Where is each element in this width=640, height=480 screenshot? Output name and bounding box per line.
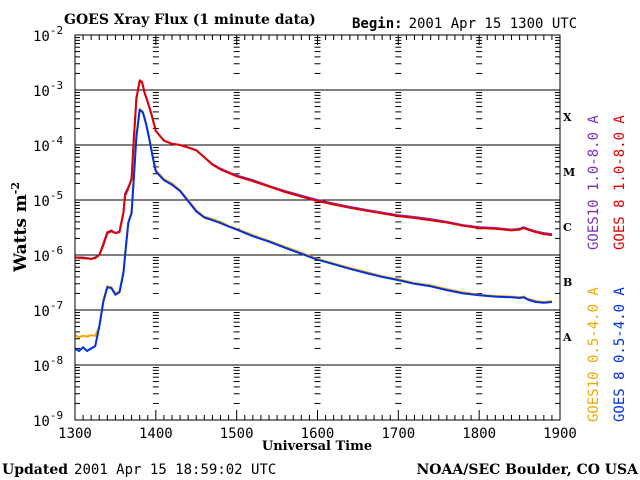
series-line-goes10-long	[75, 80, 553, 260]
y-tick-label: 10-9	[33, 409, 63, 430]
y-tick-label: 10-3	[33, 79, 63, 100]
series-lines	[74, 79, 553, 352]
series-line-goes8-long	[74, 79, 553, 260]
y-tick-base: 10	[33, 84, 50, 100]
y-tick-base: 10	[33, 359, 50, 375]
y-tick-label: 10-4	[33, 134, 63, 155]
y-tick-labels: 10-210-310-410-510-610-710-810-9	[33, 24, 63, 430]
legend-goes10-long: GOES10 1.0-8.0 A	[586, 115, 602, 250]
y-axis-label-sup: -2	[9, 182, 22, 194]
x-tick-label: 1400	[139, 426, 173, 442]
y-tick-exp: -2	[50, 24, 63, 37]
legend-goes10-short: GOES10 0.5-4.0 A	[586, 287, 602, 422]
flare-class-labels: X M C B A	[562, 111, 575, 344]
updated-value: 2001 Apr 15 18:59:02 UTC	[74, 462, 276, 478]
y-tick-exp: -5	[50, 189, 63, 202]
x-tick-label: 1300	[58, 426, 92, 442]
y-tick-label: 10-6	[33, 244, 63, 265]
x-tick-label: 1800	[462, 426, 496, 442]
x-tick-labels: 1300 1400 1500 1600 1700 1800 1900	[58, 426, 577, 442]
y-tick-exp: -3	[50, 79, 63, 92]
y-tick-base: 10	[33, 249, 50, 265]
y-axis-label: Watts m-2	[9, 182, 31, 273]
legend-goes8-short: GOES 8 0.5-4.0 A	[612, 287, 628, 422]
y-tick-label: 10-5	[33, 189, 63, 210]
x-tick-label: 1500	[220, 426, 254, 442]
y-tick-base: 10	[33, 139, 50, 155]
y-tick-base: 10	[33, 29, 50, 45]
legend-goes8-long: GOES 8 1.0-8.0 A	[612, 115, 628, 250]
chart-title: GOES Xray Flux (1 minute data)	[64, 12, 316, 28]
grid-lines	[75, 34, 560, 421]
y-tick-exp: -8	[50, 354, 63, 367]
y-tick-base: 10	[33, 414, 50, 430]
flare-class-m: M	[563, 166, 575, 179]
series-line-goes10-short	[74, 108, 553, 339]
flare-class-a: A	[562, 331, 572, 344]
y-axis-label-text: Watts m	[11, 194, 31, 273]
flare-class-b: B	[563, 276, 572, 289]
begin-value: 2001 Apr 15 1300 UTC	[409, 16, 578, 32]
y-tick-base: 10	[33, 194, 50, 210]
x-tick-label: 1900	[543, 426, 577, 442]
y-tick-exp: -9	[50, 409, 63, 422]
y-tick-exp: -7	[50, 299, 63, 312]
series-line-goes8-short	[74, 108, 552, 352]
y-tick-base: 10	[33, 304, 50, 320]
flare-class-x: X	[563, 111, 572, 124]
updated-label: Updated	[2, 462, 68, 478]
y-tick-exp: -6	[50, 244, 63, 257]
plot-frame	[74, 34, 561, 421]
y-tick-label: 10-7	[33, 299, 63, 320]
x-tick-label: 1600	[301, 426, 335, 442]
x-tick-label: 1700	[381, 426, 415, 442]
y-tick-exp: -4	[50, 134, 64, 147]
updated-line: Updated 2001 Apr 15 18:59:02 UTC	[2, 462, 276, 478]
y-tick-label: 10-2	[33, 24, 63, 45]
begin-line: Begin: 2001 Apr 15 1300 UTC	[352, 16, 577, 32]
begin-label: Begin:	[352, 16, 403, 32]
y-tick-label: 10-8	[33, 354, 63, 375]
x-axis-label: Universal Time	[262, 439, 372, 454]
flare-class-c: C	[563, 221, 572, 234]
credit-text: NOAA/SEC Boulder, CO USA	[417, 462, 640, 478]
